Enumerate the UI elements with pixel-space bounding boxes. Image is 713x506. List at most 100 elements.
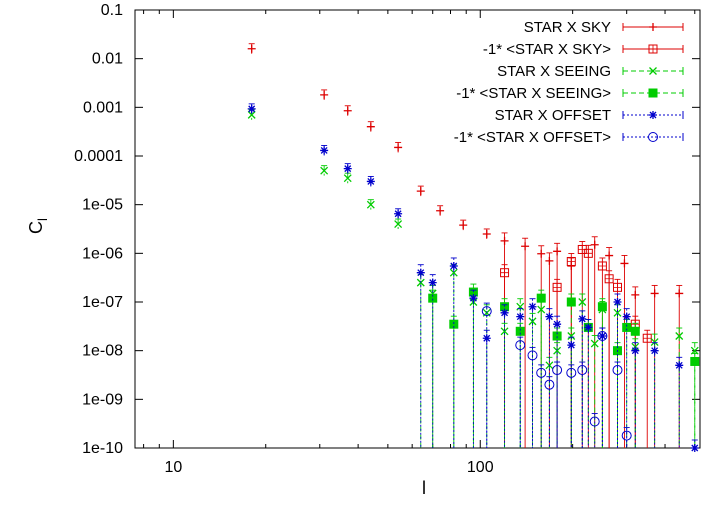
y-axis-title-main: C (26, 221, 46, 234)
y-tick-label: 0.1 (101, 2, 123, 19)
data-point (620, 259, 629, 268)
data-point (675, 289, 684, 298)
data-point (500, 308, 509, 317)
y-tick-label: 0.001 (83, 99, 123, 116)
data-point (578, 314, 587, 323)
data-point (545, 256, 554, 265)
data-point (320, 90, 329, 99)
legend-label: STAR X OFFSET (495, 107, 611, 124)
data-point (613, 308, 622, 317)
data-point (537, 249, 546, 258)
legend-label: -1* <STAR X SKY> (483, 41, 611, 58)
data-point (481, 306, 492, 317)
data-point (521, 242, 530, 251)
series-layer (247, 43, 700, 452)
data-point (449, 268, 458, 277)
data-point (527, 350, 538, 361)
data-point (578, 298, 587, 306)
data-point-inner (613, 283, 622, 292)
data-point (343, 106, 352, 115)
legend-marker (648, 132, 658, 142)
data-point-inner (643, 334, 652, 343)
data-point (584, 323, 593, 332)
axis-ticks (135, 9, 700, 449)
data-point (449, 319, 459, 329)
data-point (690, 444, 699, 452)
data-point (416, 268, 425, 277)
data-point (650, 346, 659, 355)
data-point (589, 416, 600, 427)
data-point (597, 331, 608, 342)
data-point (622, 322, 632, 332)
y-tick-label: 1e-06 (82, 245, 123, 262)
data-point (690, 346, 699, 355)
data-point (366, 177, 375, 186)
data-point-inner (584, 249, 593, 258)
data-point (675, 361, 684, 370)
data-point (366, 200, 375, 209)
data-point (675, 332, 684, 340)
data-point (449, 261, 458, 270)
y-tick-label: 1e-07 (82, 294, 123, 311)
data-point (515, 340, 526, 351)
x-axis-title: l (422, 478, 426, 498)
data-point (536, 367, 547, 378)
y-tick-label: 1e-08 (82, 343, 123, 360)
x-tick-label: 10 (164, 459, 182, 476)
data-point (482, 229, 491, 238)
tick-labels: 0.1 0.01 0.001 0.0001 1e-05 1e-06 1e-07 1e-08 1e… (74, 2, 494, 476)
data-point-inner (567, 257, 576, 266)
data-point (515, 326, 525, 336)
data-point (394, 209, 403, 218)
data-point (553, 346, 562, 355)
data-point (577, 365, 588, 376)
y-tick-label: 1e-05 (82, 197, 123, 214)
data-point (621, 430, 632, 441)
series-3 (428, 283, 700, 448)
legend-marker (649, 67, 657, 75)
data-point (428, 293, 438, 303)
data-point (247, 104, 256, 113)
data-point (630, 326, 640, 336)
data-point-inner (605, 274, 614, 283)
y-axis-title: Cl (26, 218, 50, 234)
data-point-inner (553, 283, 562, 292)
data-point (566, 297, 576, 307)
data-point-inner (500, 268, 509, 277)
data-point (622, 312, 631, 321)
data-point (567, 341, 576, 350)
data-point (482, 334, 491, 343)
data-point (544, 379, 555, 390)
series-4 (247, 103, 699, 452)
data-point-inner (598, 261, 607, 270)
legend-label: STAR X SKY (524, 19, 611, 36)
legend-label: STAR X SEEING (497, 63, 611, 80)
data-point (247, 110, 256, 119)
data-point (566, 367, 577, 378)
series-5 (481, 302, 632, 448)
data-point (612, 365, 623, 376)
data-point (428, 278, 437, 287)
data-point (366, 122, 375, 131)
data-point (590, 339, 599, 348)
data-point (605, 251, 614, 260)
data-point (343, 174, 352, 183)
data-point (247, 44, 256, 53)
data-point (469, 294, 478, 303)
data-point (631, 290, 640, 299)
data-point (597, 302, 607, 312)
data-point (631, 346, 640, 355)
data-point (650, 338, 659, 347)
data-point (552, 331, 562, 341)
data-point (516, 312, 525, 321)
legend-label: -1* <STAR X SEEING> (456, 85, 611, 102)
legend-marker (649, 111, 657, 119)
data-point (459, 221, 468, 230)
data-point (553, 247, 562, 256)
data-point (320, 166, 329, 175)
data-point (690, 356, 700, 366)
data-point (394, 220, 403, 228)
series-1 (500, 241, 652, 448)
data-point (536, 293, 546, 303)
